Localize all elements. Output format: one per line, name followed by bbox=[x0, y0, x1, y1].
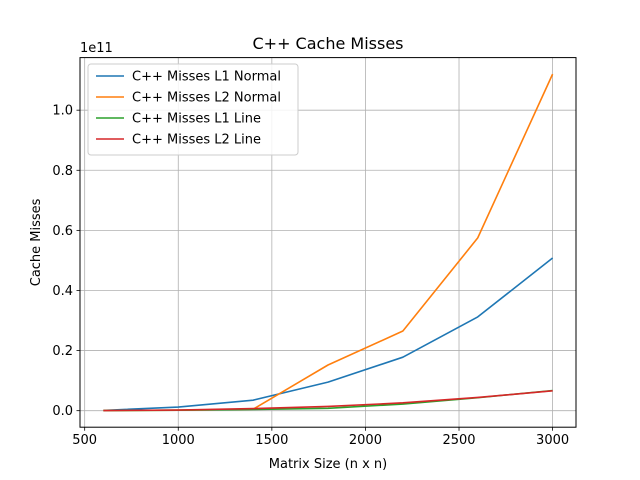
legend-label: C++ Misses L1 Line bbox=[132, 112, 261, 127]
x-tick-label: 1500 bbox=[255, 433, 288, 448]
y-axis: 0.0 0.2 0.4 0.6 0.8 1.0 bbox=[52, 104, 80, 419]
series-lines bbox=[103, 73, 554, 412]
legend: C++ Misses L1 Normal C++ Misses L2 Normal… bbox=[87, 63, 299, 156]
x-axis: 500 1000 1500 2000 2500 3000 bbox=[72, 427, 569, 448]
y-tick-label: 0.8 bbox=[52, 164, 73, 179]
legend-label: C++ Misses L2 Line bbox=[132, 133, 261, 148]
y-tick-label: 0.2 bbox=[52, 344, 73, 359]
x-axis-label: Matrix Size (n x n) bbox=[269, 457, 387, 472]
x-tick-label: 3000 bbox=[536, 433, 569, 448]
series-line-1 bbox=[103, 257, 554, 412]
legend-box bbox=[87, 63, 299, 156]
y-tick-label: 0.0 bbox=[52, 404, 73, 419]
y-tick-label: 0.4 bbox=[52, 284, 73, 299]
series-line-4 bbox=[103, 390, 553, 412]
plot-frame bbox=[79, 57, 577, 428]
y-offset-label: 1e11 bbox=[80, 41, 113, 56]
x-tick-label: 1000 bbox=[162, 433, 195, 448]
y-tick-label: 0.6 bbox=[52, 224, 73, 239]
x-tick-label: 2000 bbox=[349, 433, 382, 448]
y-tick-label: 1.0 bbox=[52, 104, 73, 119]
legend-label: C++ Misses L2 Normal bbox=[132, 91, 281, 106]
x-tick-label: 500 bbox=[72, 433, 97, 448]
chart-title: C++ Cache Misses bbox=[252, 34, 403, 53]
y-axis-label: Cache Misses bbox=[29, 198, 44, 286]
legend-label: C++ Misses L1 Normal bbox=[132, 70, 281, 85]
x-tick-label: 2500 bbox=[442, 433, 475, 448]
